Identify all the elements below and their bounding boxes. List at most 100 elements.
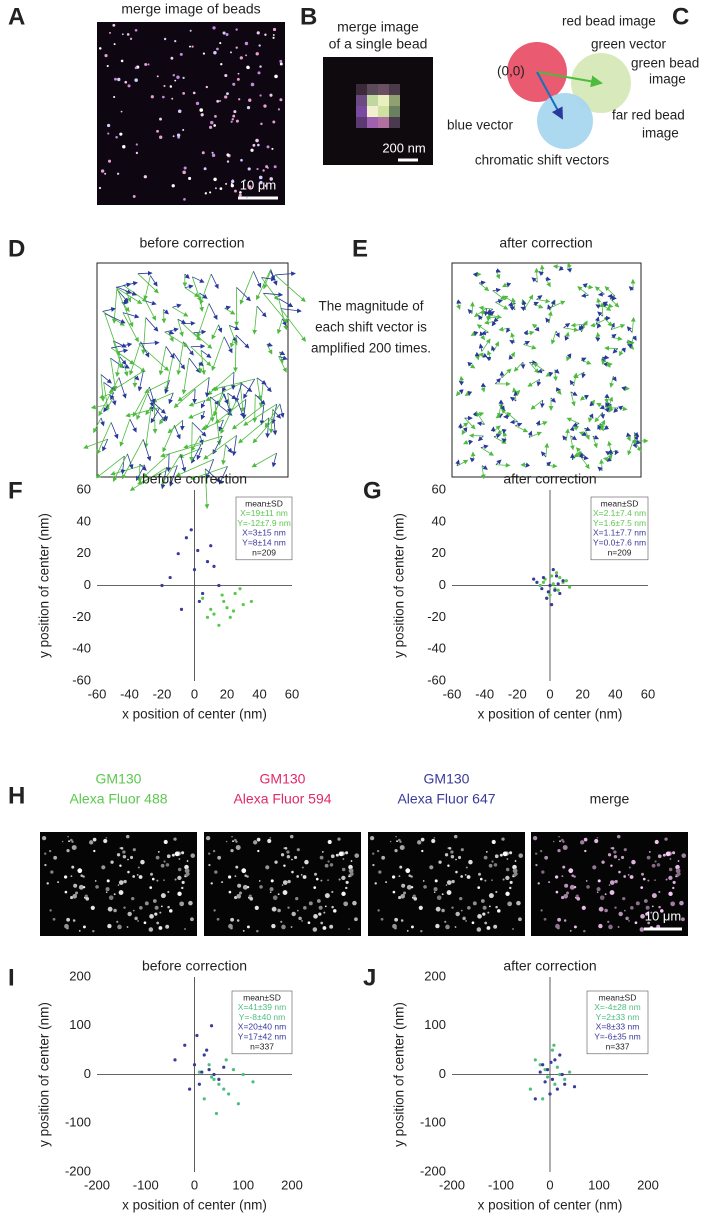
blue-arrow — [280, 308, 302, 314]
spot — [607, 920, 610, 923]
bead-dot — [248, 185, 252, 189]
point — [241, 603, 245, 607]
spot — [349, 872, 354, 876]
green-arrow — [534, 267, 540, 283]
spot — [188, 900, 193, 906]
point — [540, 587, 544, 591]
y-tick-label: 0 — [84, 1066, 91, 1081]
green-arrow — [470, 451, 476, 461]
spot — [106, 879, 110, 883]
point — [528, 1087, 533, 1091]
spot — [302, 875, 307, 879]
blue-arrow — [165, 346, 175, 359]
spot — [488, 863, 493, 868]
bead-dot — [159, 117, 162, 121]
point — [209, 607, 213, 611]
spot — [341, 891, 346, 897]
point — [563, 1082, 567, 1086]
spot — [381, 855, 386, 860]
bead-dot — [134, 28, 138, 32]
spot — [505, 891, 510, 897]
panel-title: merge image of beads — [121, 1, 260, 17]
green-arrow — [476, 411, 485, 425]
blue-arrow — [180, 454, 187, 473]
bead-dot — [230, 184, 235, 188]
spot — [177, 875, 182, 881]
bead-dot — [174, 79, 177, 82]
blue-arrow — [534, 326, 540, 332]
spot — [609, 890, 615, 895]
spot — [316, 899, 321, 903]
spot — [283, 864, 286, 867]
spot — [494, 854, 499, 859]
spot — [50, 870, 54, 874]
bead-dot — [104, 53, 108, 58]
spot — [43, 852, 47, 855]
point — [558, 591, 562, 596]
green-arrow — [143, 275, 151, 301]
panel-letter: F — [8, 477, 23, 504]
spot — [324, 893, 330, 899]
panel-title: after correction — [499, 235, 592, 251]
point — [236, 1102, 240, 1106]
spot — [462, 916, 466, 921]
spot — [418, 905, 423, 910]
blue-arrow — [595, 316, 600, 325]
spot — [160, 893, 166, 899]
spot — [665, 851, 671, 857]
x-tick-label: 0 — [546, 1177, 553, 1192]
spot — [630, 906, 634, 910]
green-arrow — [527, 378, 540, 387]
spot — [420, 837, 425, 842]
bead-dot — [220, 63, 223, 66]
blue-arrow — [488, 311, 495, 316]
spot — [573, 925, 577, 929]
blue-arrow — [500, 404, 505, 411]
spot — [658, 905, 661, 909]
green-arrow — [167, 419, 184, 434]
bead-dot — [235, 119, 239, 123]
point — [202, 1097, 206, 1101]
x-tick-label: 20 — [220, 686, 234, 701]
spot — [482, 912, 486, 916]
green-arrow — [199, 292, 204, 313]
bead-dot — [216, 47, 219, 51]
point — [179, 607, 184, 611]
spot — [165, 863, 170, 867]
x-tick-label: 200 — [281, 1177, 303, 1192]
bead-dot — [177, 109, 182, 113]
spot — [681, 853, 687, 858]
blue-arrow — [506, 282, 512, 288]
point — [568, 1070, 572, 1074]
legend-entry: X=41±39 nm — [238, 1002, 286, 1012]
blue-arrow — [271, 452, 278, 468]
point — [217, 623, 221, 627]
spot — [412, 894, 416, 898]
legend-entry: n=209 — [608, 547, 632, 557]
bead-dot — [256, 167, 259, 171]
bead-pixel — [367, 117, 378, 128]
blue-arrow — [116, 286, 138, 296]
point — [212, 612, 216, 616]
green-arrow — [116, 286, 134, 328]
bead-dot — [264, 33, 267, 36]
spot — [657, 854, 662, 859]
y-tick-label: 0 — [439, 577, 446, 592]
green-arrow — [274, 274, 306, 303]
spot — [68, 840, 71, 843]
spot — [441, 893, 444, 896]
spot — [95, 885, 99, 889]
bead-dot — [121, 33, 124, 36]
bead-dot — [135, 143, 138, 146]
bead-dot — [279, 62, 283, 66]
blue-arrow — [495, 459, 502, 466]
point — [201, 596, 205, 600]
green-arrow — [570, 322, 585, 328]
green-arrow — [177, 319, 184, 337]
green-arrow — [280, 308, 306, 342]
spot — [586, 885, 590, 889]
spot — [635, 901, 640, 906]
green-arrow — [90, 404, 109, 410]
bead-dot — [120, 59, 124, 63]
spot — [399, 840, 402, 843]
